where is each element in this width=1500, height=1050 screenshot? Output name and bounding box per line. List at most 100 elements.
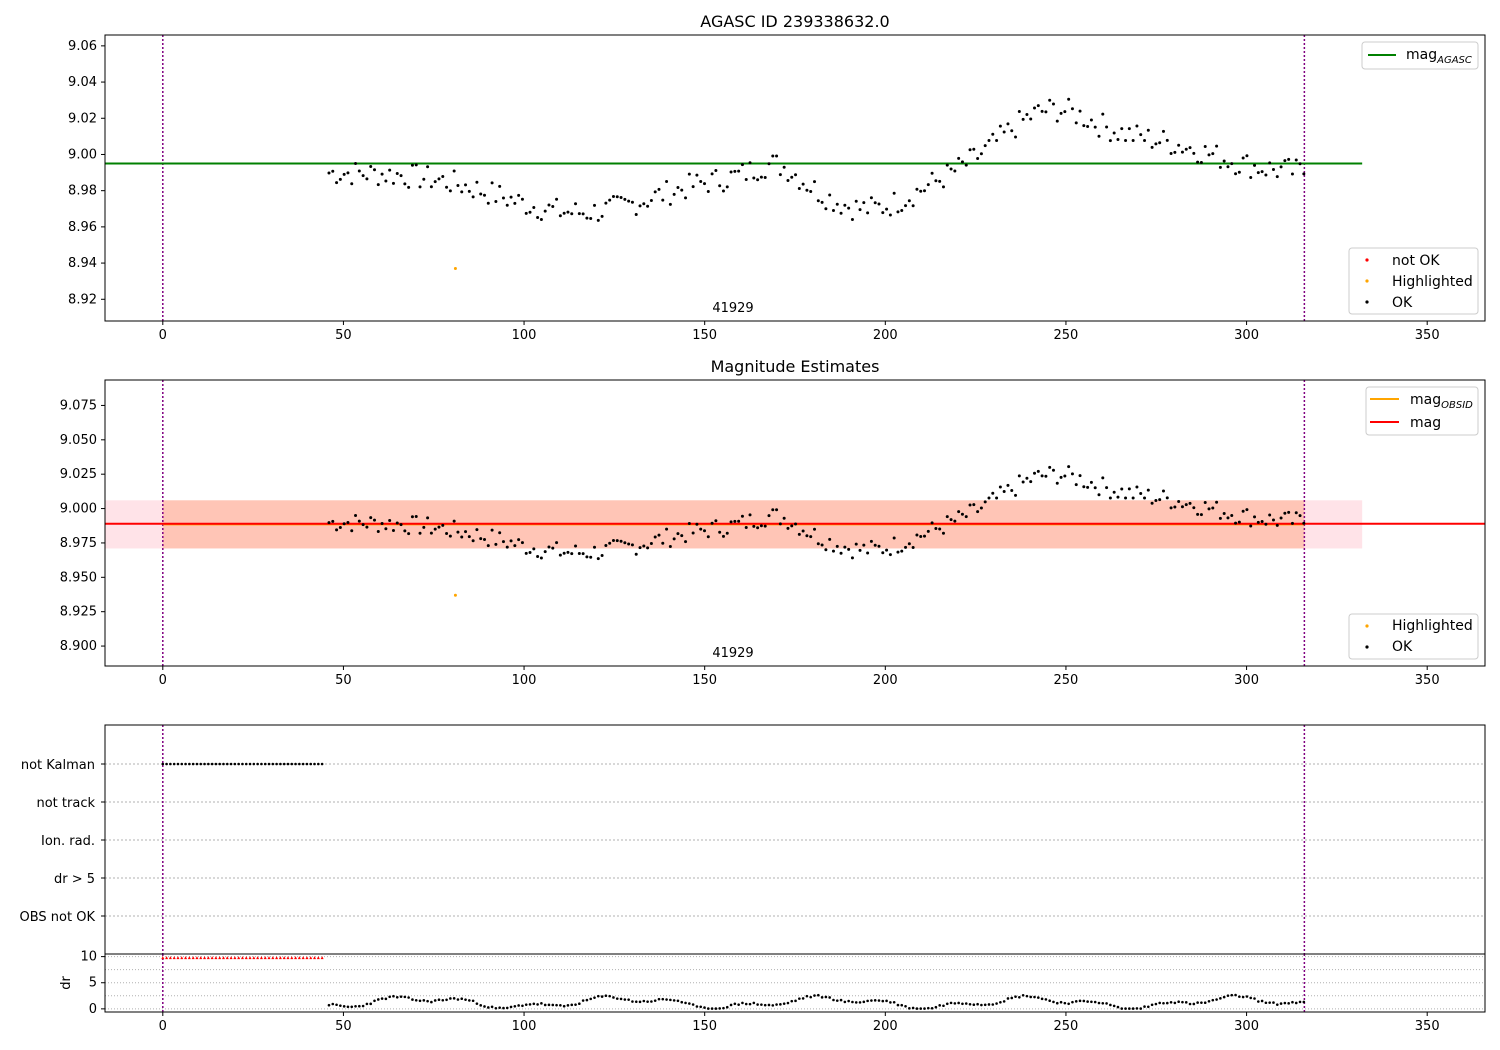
ok-point xyxy=(475,528,479,532)
ok-point xyxy=(509,195,513,199)
dr-point xyxy=(1143,1005,1146,1008)
dr-clipped-marker xyxy=(313,956,317,960)
dr-point xyxy=(623,998,627,1001)
ok-point xyxy=(627,199,631,203)
panel2-xtick-label: 250 xyxy=(1054,673,1079,688)
ok-point xyxy=(790,524,794,528)
panel1-points xyxy=(105,35,1363,321)
dr-point xyxy=(824,995,828,999)
ok-point xyxy=(524,551,528,555)
ok-point xyxy=(930,521,934,525)
ok-point xyxy=(589,217,593,221)
dr-clipped-marker xyxy=(165,956,169,960)
ok-point xyxy=(1101,476,1105,480)
dr-point xyxy=(1211,998,1215,1002)
ok-point xyxy=(790,175,794,179)
ok-point xyxy=(740,514,744,518)
dr-point xyxy=(669,998,672,1002)
dr-point xyxy=(642,999,646,1003)
ok-point xyxy=(1006,483,1010,487)
dr-point xyxy=(1215,998,1218,1001)
ok-point xyxy=(1105,486,1109,490)
dr-point xyxy=(1169,1001,1173,1004)
ok-point xyxy=(524,211,528,215)
dr-point xyxy=(460,997,464,1001)
ok-point xyxy=(1218,516,1222,520)
dr-point xyxy=(1071,1000,1074,1004)
ok-point xyxy=(1074,483,1078,487)
ok-point xyxy=(866,551,870,555)
dr-clipped-marker xyxy=(305,956,309,960)
ok-point xyxy=(1044,474,1048,478)
ok-point xyxy=(1226,165,1230,169)
ok-point xyxy=(623,197,627,201)
ok-point xyxy=(505,203,509,207)
panel2-xtick-label: 350 xyxy=(1415,673,1440,688)
dr-clipped-marker xyxy=(294,956,298,960)
dr-point xyxy=(729,1003,733,1007)
ok-point xyxy=(611,539,615,543)
panel1-line-legend: magAGASC xyxy=(1361,41,1479,70)
ok-point xyxy=(1211,506,1215,510)
panel1-title: AGASC ID 239338632.0 xyxy=(700,12,889,31)
dr-point xyxy=(1272,1001,1275,1004)
ok-point xyxy=(403,182,407,186)
ok-point xyxy=(532,205,536,209)
dr-point xyxy=(744,1002,748,1006)
ok-point xyxy=(1097,493,1101,497)
ok-point xyxy=(873,201,877,205)
ok-point xyxy=(1048,465,1052,469)
ok-point xyxy=(513,544,517,548)
dr-point xyxy=(1241,995,1245,999)
ok-point xyxy=(327,171,331,175)
dr-point xyxy=(862,1000,866,1004)
panel2-obsid-label: 41929 xyxy=(712,646,753,661)
ok-point xyxy=(1302,172,1306,176)
dr-point xyxy=(771,1004,775,1007)
ok-point xyxy=(850,556,854,560)
dr-point xyxy=(832,998,835,1002)
dr-point xyxy=(1203,1001,1207,1005)
dr-point xyxy=(1219,997,1222,1000)
dr-panel-xtick-label: 50 xyxy=(335,1019,352,1034)
ok-point xyxy=(520,197,524,201)
dr-point xyxy=(691,1003,695,1006)
ok-point xyxy=(1002,130,1006,134)
dr-point xyxy=(725,1005,729,1009)
ok-point xyxy=(1245,508,1249,512)
panel2-xtick-label: 50 xyxy=(335,673,352,688)
dr-axis-label: dr xyxy=(59,976,74,990)
dr-point xyxy=(1018,995,1021,999)
ok-point xyxy=(437,177,441,181)
not-kalman-point xyxy=(241,762,244,766)
ok-point xyxy=(1199,513,1203,517)
dr-clipped-marker xyxy=(187,956,191,960)
ok-point xyxy=(896,210,900,214)
ok-point xyxy=(1275,175,1279,179)
ok-point xyxy=(1161,489,1165,493)
ok-point xyxy=(1226,516,1230,520)
dr-clipped-marker xyxy=(248,956,252,960)
ok-point xyxy=(1139,491,1143,495)
ok-point xyxy=(672,192,676,196)
dr-point xyxy=(794,999,797,1003)
ok-point xyxy=(1177,143,1181,147)
dr-point xyxy=(536,1003,539,1006)
ok-point xyxy=(562,211,566,215)
flag-label: not Kalman xyxy=(21,758,95,773)
dr-point xyxy=(1253,997,1256,1000)
ok-point xyxy=(1044,110,1048,114)
ok-point xyxy=(949,518,953,522)
ok-point xyxy=(365,525,369,529)
ok-point xyxy=(699,179,703,183)
ok-point xyxy=(577,552,581,556)
dr-point xyxy=(1048,999,1051,1003)
not-kalman-point xyxy=(233,762,237,766)
ok-point xyxy=(1203,144,1207,148)
dr-point xyxy=(733,1002,737,1006)
dr-point xyxy=(365,1002,369,1006)
dr-point xyxy=(388,995,391,999)
ok-point xyxy=(456,184,460,188)
ok-point xyxy=(1302,521,1306,525)
